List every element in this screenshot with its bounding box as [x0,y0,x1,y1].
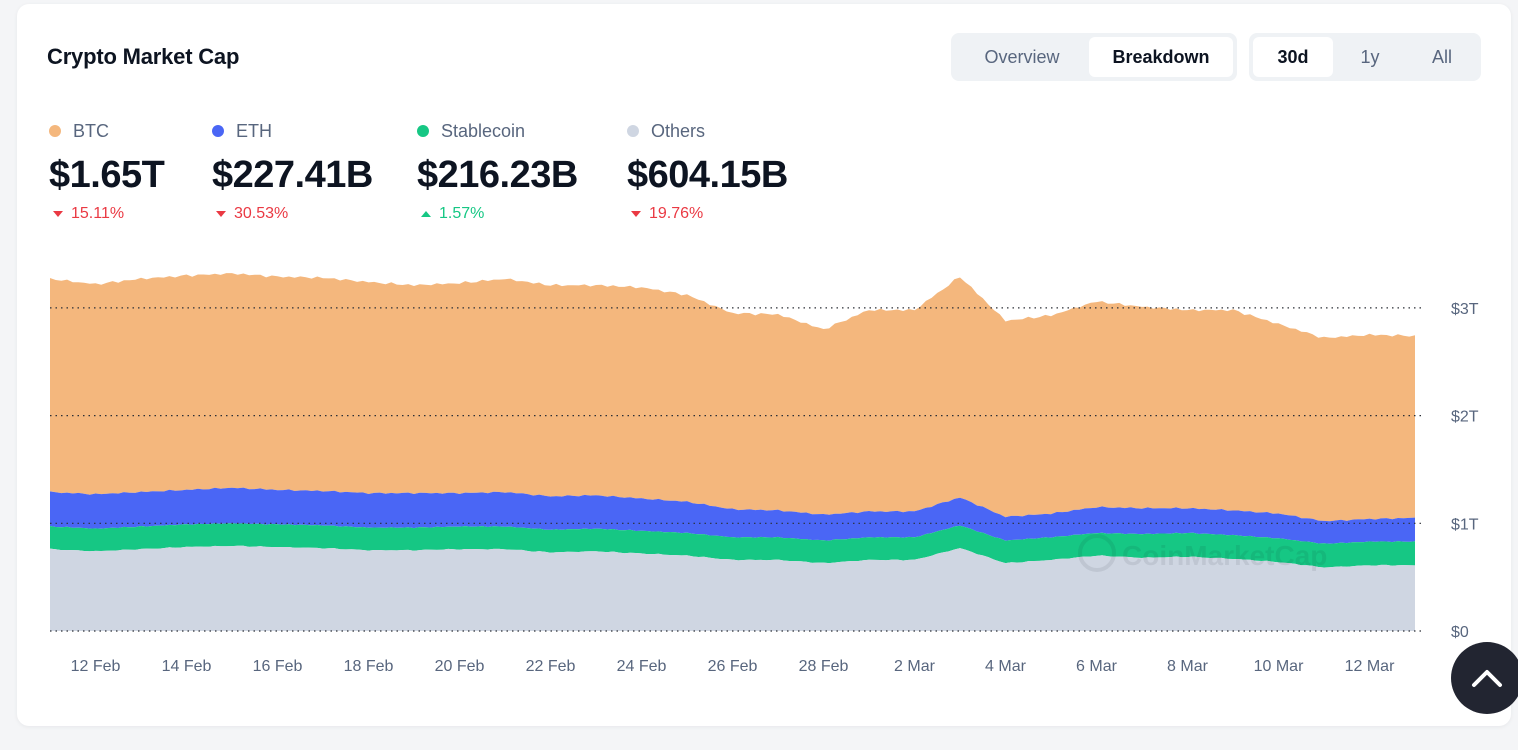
caret-down-icon [631,211,641,217]
coinmarketcap-watermark: CoinMarketCap [1078,534,1327,572]
area-stablecoin [50,523,1415,568]
chevron-up-icon [1472,670,1502,687]
stat-eth: ETH $227.41B 30.53% [212,120,373,223]
tab-breakdown[interactable]: Breakdown [1089,37,1233,77]
caret-up-icon [421,211,431,217]
stat-change: 30.53% [212,205,373,223]
y-tick-label: $1T [1451,516,1479,533]
back-to-top-button[interactable] [1451,642,1518,714]
eth-legend-dot [212,125,224,137]
stat-label: ETH [236,120,272,141]
others-legend-dot [627,125,639,137]
btc-legend-dot [49,125,61,137]
stat-btc: BTC $1.65T 15.11% [49,120,165,223]
x-tick-label: 24 Feb [617,658,667,675]
stat-value: $216.23B [417,154,578,196]
x-tick-label: 8 Mar [1167,658,1209,675]
area-others [50,545,1415,631]
x-tick-label: 18 Feb [344,658,394,675]
x-tick-label: 22 Feb [526,658,576,675]
range-1y-button[interactable]: 1y [1360,46,1380,67]
stat-label: Stablecoin [441,120,526,141]
y-tick-label: $2T [1451,409,1479,426]
stat-change: 19.76% [627,205,788,223]
x-tick-label: 26 Feb [708,658,758,675]
x-tick-label: 16 Feb [253,658,303,675]
stat-change: 15.11% [49,205,164,223]
caret-down-icon [216,211,226,217]
stat-label: BTC [73,120,109,141]
x-tick-label: 28 Feb [799,658,849,675]
view-toggle: Overview Breakdown [951,33,1237,81]
x-tick-label: 6 Mar [1076,658,1118,675]
stat-value: $604.15B [627,154,788,196]
y-tick-label: $3T [1451,301,1479,318]
x-tick-label: 4 Mar [985,658,1027,675]
range-all-button[interactable]: All [1431,46,1452,67]
tab-overview[interactable]: Overview [984,46,1060,67]
stat-others: Others $604.15B 19.76% [627,120,788,223]
x-tick-label: 20 Feb [435,658,485,675]
stat-stablecoin: Stablecoin $216.23B 1.57% [417,120,578,223]
y-tick-label: $0 [1451,624,1469,641]
x-tick-label: 12 Feb [71,658,121,675]
area-btc [50,273,1415,522]
x-tick-label: 2 Mar [894,658,936,675]
change-percent: 15.11% [71,205,125,222]
range-30d-button[interactable]: 30d [1253,37,1333,77]
stat-change: 1.57% [417,205,578,223]
stat-value: $227.41B [212,154,373,196]
stat-value: $1.65T [49,154,165,196]
change-percent: 1.57% [439,205,485,222]
caret-down-icon [53,211,63,217]
stablecoin-legend-dot [417,125,429,137]
change-percent: 30.53% [234,205,289,222]
x-tick-label: 12 Mar [1345,658,1395,675]
x-tick-label: 10 Mar [1254,658,1304,675]
change-percent: 19.76% [649,205,704,222]
stat-label: Others [651,120,706,141]
range-toggle: 30d 1y All [1249,33,1481,81]
svg-text:CoinMarketCap: CoinMarketCap [1122,540,1327,571]
area-eth [50,487,1415,544]
x-tick-label: 14 Feb [162,658,212,675]
page-title: Crypto Market Cap [47,44,240,69]
